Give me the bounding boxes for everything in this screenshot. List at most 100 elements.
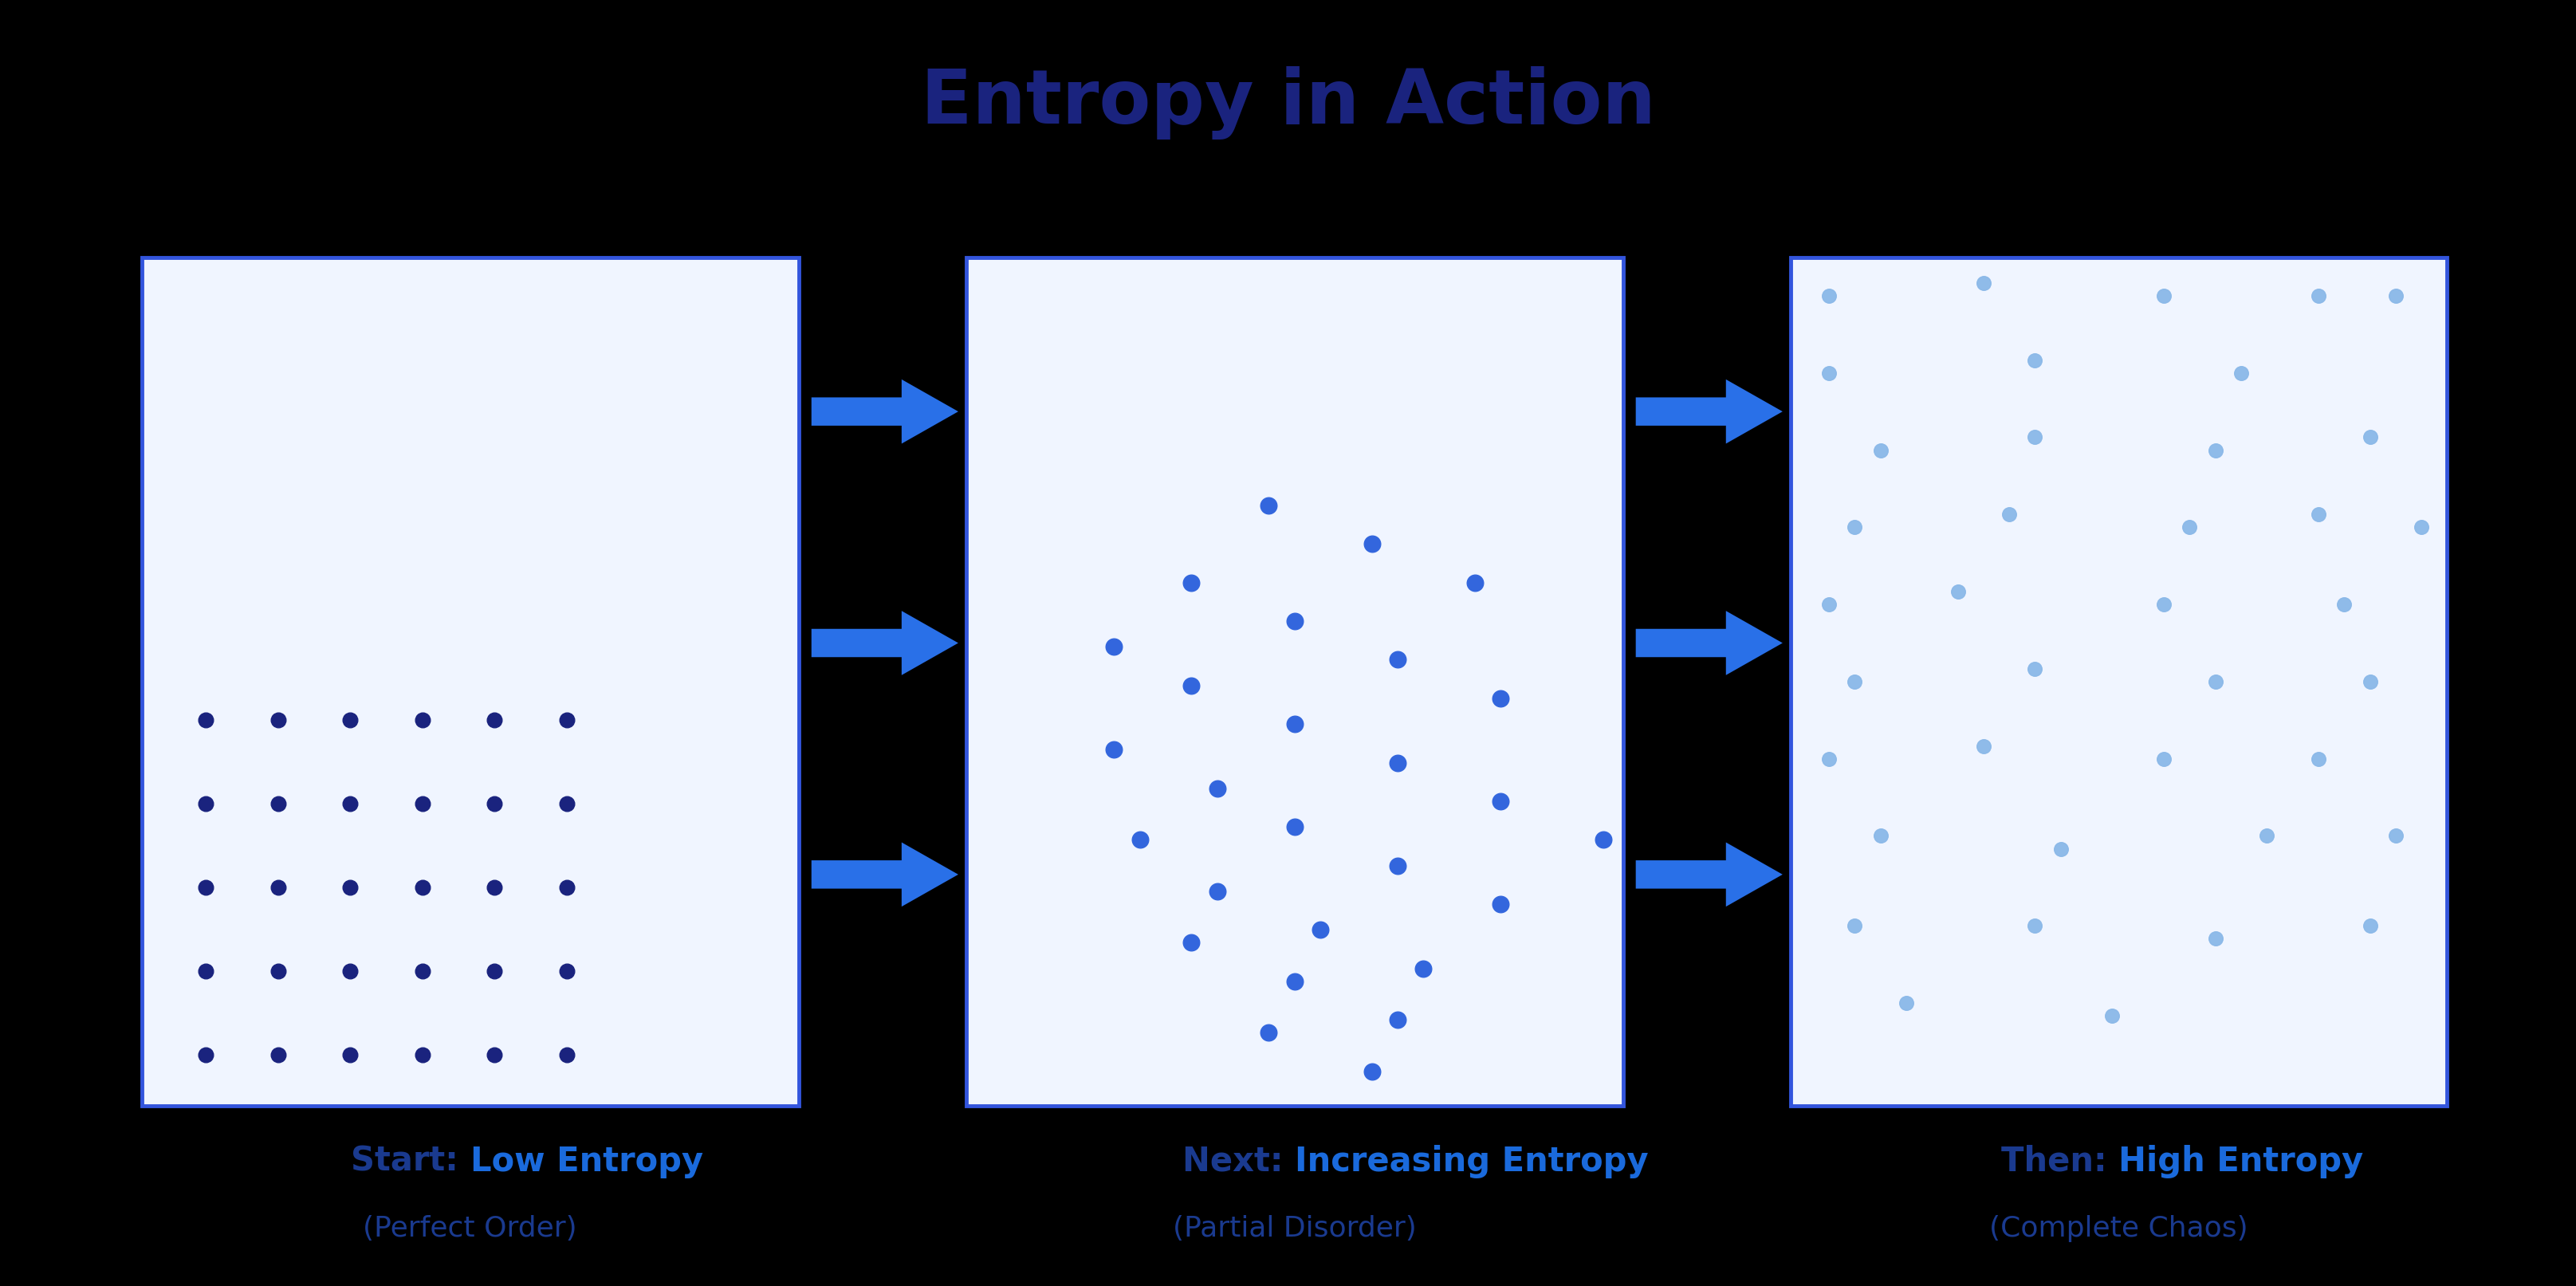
Point (1247, 1022, 1288, 1043)
Point (258, 1044, 299, 1065)
Point (1247, 495, 1288, 516)
Point (1808, 594, 1850, 615)
Point (474, 877, 515, 898)
Point (1092, 739, 1133, 760)
Text: (Complete Chaos): (Complete Chaos) (1989, 1215, 2249, 1242)
Point (1170, 572, 1211, 593)
Point (1860, 440, 1901, 460)
Point (1808, 748, 1850, 769)
Point (1989, 504, 2030, 525)
Point (474, 710, 515, 730)
Point (1298, 919, 1340, 940)
Point (1273, 817, 1314, 837)
Point (2195, 928, 2236, 949)
Point (258, 793, 299, 814)
FancyBboxPatch shape (966, 257, 1623, 1106)
Point (2014, 427, 2056, 448)
Point (402, 1044, 443, 1065)
Point (1808, 285, 1850, 306)
Point (1118, 829, 1159, 850)
Point (1834, 517, 1875, 538)
Point (2349, 916, 2391, 936)
FancyArrow shape (811, 842, 958, 907)
Point (1273, 714, 1314, 734)
Text: Entropy in Action: Entropy in Action (920, 66, 1656, 140)
Point (330, 710, 371, 730)
Point (546, 710, 587, 730)
Point (330, 877, 371, 898)
Point (546, 1044, 587, 1065)
Point (1376, 1010, 1417, 1030)
Point (2169, 517, 2210, 538)
Point (2143, 748, 2184, 769)
Point (2143, 285, 2184, 306)
Point (1834, 671, 1875, 692)
Point (258, 961, 299, 981)
Point (2324, 594, 2365, 615)
Point (1808, 363, 1850, 383)
Point (1195, 778, 1236, 799)
Point (2298, 748, 2339, 769)
Point (330, 961, 371, 981)
Point (1376, 752, 1417, 773)
Point (474, 793, 515, 814)
Point (1401, 958, 1443, 979)
Point (402, 793, 443, 814)
Point (2195, 671, 2236, 692)
Point (546, 877, 587, 898)
Point (2246, 826, 2287, 846)
Point (1860, 826, 1901, 846)
Point (1273, 611, 1314, 631)
Text: Then:: Then: (2002, 1145, 2117, 1178)
Point (1937, 581, 1978, 602)
Text: Start:: Start: (350, 1145, 469, 1178)
Point (2349, 427, 2391, 448)
Point (402, 710, 443, 730)
Point (1170, 675, 1211, 696)
Point (2221, 363, 2262, 383)
Point (1886, 993, 1927, 1013)
Point (1453, 572, 1494, 593)
Point (1350, 534, 1391, 554)
Point (2195, 440, 2236, 460)
Point (1170, 932, 1211, 953)
Text: (Perfect Order): (Perfect Order) (363, 1215, 577, 1242)
Point (474, 961, 515, 981)
Point (1350, 1061, 1391, 1082)
Point (1273, 971, 1314, 992)
Point (2349, 671, 2391, 692)
FancyArrow shape (1636, 379, 1783, 444)
Point (2375, 826, 2416, 846)
Point (546, 793, 587, 814)
Point (258, 710, 299, 730)
Text: High Entropy: High Entropy (2117, 1145, 2365, 1178)
Text: Next:: Next: (1182, 1145, 1293, 1178)
Point (1479, 688, 1520, 709)
Point (1092, 637, 1133, 657)
FancyArrow shape (811, 611, 958, 675)
Point (1376, 649, 1417, 670)
Point (2092, 1006, 2133, 1026)
FancyArrow shape (811, 379, 958, 444)
Point (185, 1044, 227, 1065)
Point (258, 877, 299, 898)
Point (2040, 838, 2081, 859)
Point (330, 1044, 371, 1065)
Point (1479, 791, 1520, 811)
Point (2143, 594, 2184, 615)
Point (2298, 285, 2339, 306)
Text: (Partial Disorder): (Partial Disorder) (1172, 1215, 1417, 1242)
Point (1582, 829, 1623, 850)
Point (2014, 916, 2056, 936)
Point (2014, 658, 2056, 679)
FancyBboxPatch shape (1790, 257, 2447, 1106)
Point (2401, 517, 2442, 538)
Point (2014, 350, 2056, 370)
Point (1479, 894, 1520, 914)
Point (2298, 504, 2339, 525)
Point (1195, 881, 1236, 901)
Point (1376, 855, 1417, 876)
Point (185, 793, 227, 814)
Point (402, 961, 443, 981)
FancyArrow shape (1636, 842, 1783, 907)
